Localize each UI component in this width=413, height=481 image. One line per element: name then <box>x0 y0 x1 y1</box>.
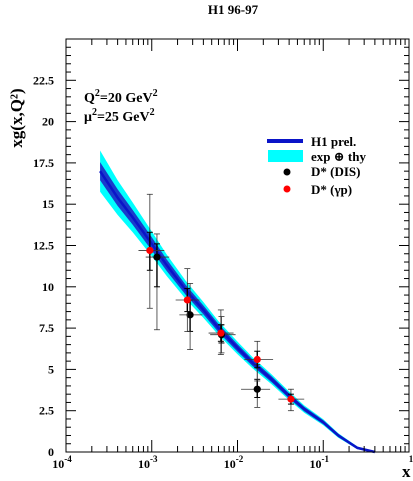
marker <box>146 246 154 255</box>
y-axis-label: xg(x,Q²) <box>7 88 26 147</box>
data-point <box>175 268 200 332</box>
annotation-mu2-base: μ <box>84 110 92 125</box>
chart-title: H1 96-97 <box>208 2 259 17</box>
x-tick-label: 10-2 <box>224 454 244 471</box>
x-tick-label: 10-3 <box>138 454 158 471</box>
annotation-q2: Q2=20 GeV2 <box>84 88 158 106</box>
legend-label-gp: D* (γp) <box>311 182 352 197</box>
legend-label-h1: H1 prel. <box>311 134 356 149</box>
annotation-mu2: μ2=25 GeV2 <box>84 107 155 125</box>
x-tick-base: 10 <box>52 457 64 471</box>
uncertainty-band-inner <box>100 162 375 452</box>
x-tick-exp: -2 <box>236 454 244 464</box>
x-tick-label: 10-1 <box>310 454 330 471</box>
annotation-q2-exp: 2 <box>95 88 100 99</box>
annotation-q2-base: Q <box>84 91 95 106</box>
data-point <box>208 309 234 355</box>
data-point <box>278 388 305 412</box>
x-tick-exp: -3 <box>150 454 158 464</box>
legend-swatch-band <box>268 150 303 162</box>
legend-swatch-dis <box>283 168 291 176</box>
x-tick-label: 10-4 <box>52 454 72 471</box>
annotation-mu2-unit-exp: 2 <box>150 107 155 118</box>
y-tick-label: 17.5 <box>33 156 54 170</box>
data-point <box>244 340 274 382</box>
annotation-mu2-rest: =25 GeV <box>97 110 150 125</box>
h1-central-curve <box>99 170 376 454</box>
y-tick-label: 10 <box>42 280 54 294</box>
data-point <box>138 193 165 309</box>
marker <box>183 296 191 304</box>
y-tick-label: 12.5 <box>33 239 54 253</box>
x-tick-base: 10 <box>138 457 150 471</box>
y-tick-label: 7.5 <box>39 321 54 335</box>
x-axis-label: x <box>402 462 411 481</box>
y-tick-label: 2.5 <box>39 404 54 418</box>
annotation: Q2=20 GeV2 μ2=25 GeV2 <box>84 88 158 125</box>
annotation-mu2-exp: 2 <box>92 107 97 118</box>
x-tick-exp: -1 <box>322 454 330 464</box>
y-tick-label: 20 <box>42 115 54 129</box>
x-tick-base: 10 <box>310 457 322 471</box>
x-tick-exp: 1 <box>409 454 413 464</box>
marker <box>253 355 261 364</box>
y-axis-label-text: xg(x,Q²) <box>7 88 26 147</box>
marker <box>153 253 161 261</box>
x-tick-exp: -4 <box>64 454 72 464</box>
marker <box>253 385 261 393</box>
x-tick-base: 10 <box>224 457 236 471</box>
y-tick-label: 5 <box>48 362 54 376</box>
annotation-q2-rest: =20 GeV <box>100 91 153 106</box>
annotation-q2-unit-exp: 2 <box>153 88 158 99</box>
x-tick-label: 1 <box>409 454 413 464</box>
legend-label-dis: D* (DIS) <box>311 164 360 179</box>
legend-swatch-gp <box>283 185 291 193</box>
marker <box>217 329 225 337</box>
marker <box>186 311 194 319</box>
y-tick-label: 22.5 <box>33 73 54 87</box>
legend-label-band: exp ⊕ thy <box>311 149 366 164</box>
y-tick-label: 15 <box>42 197 54 211</box>
legend: H1 prel. exp ⊕ thy D* (DIS) D* (γp) <box>267 134 366 197</box>
y-tick-label: 0 <box>48 445 54 459</box>
marker <box>287 395 295 403</box>
band-layer <box>99 150 376 454</box>
points-layer <box>138 193 305 412</box>
